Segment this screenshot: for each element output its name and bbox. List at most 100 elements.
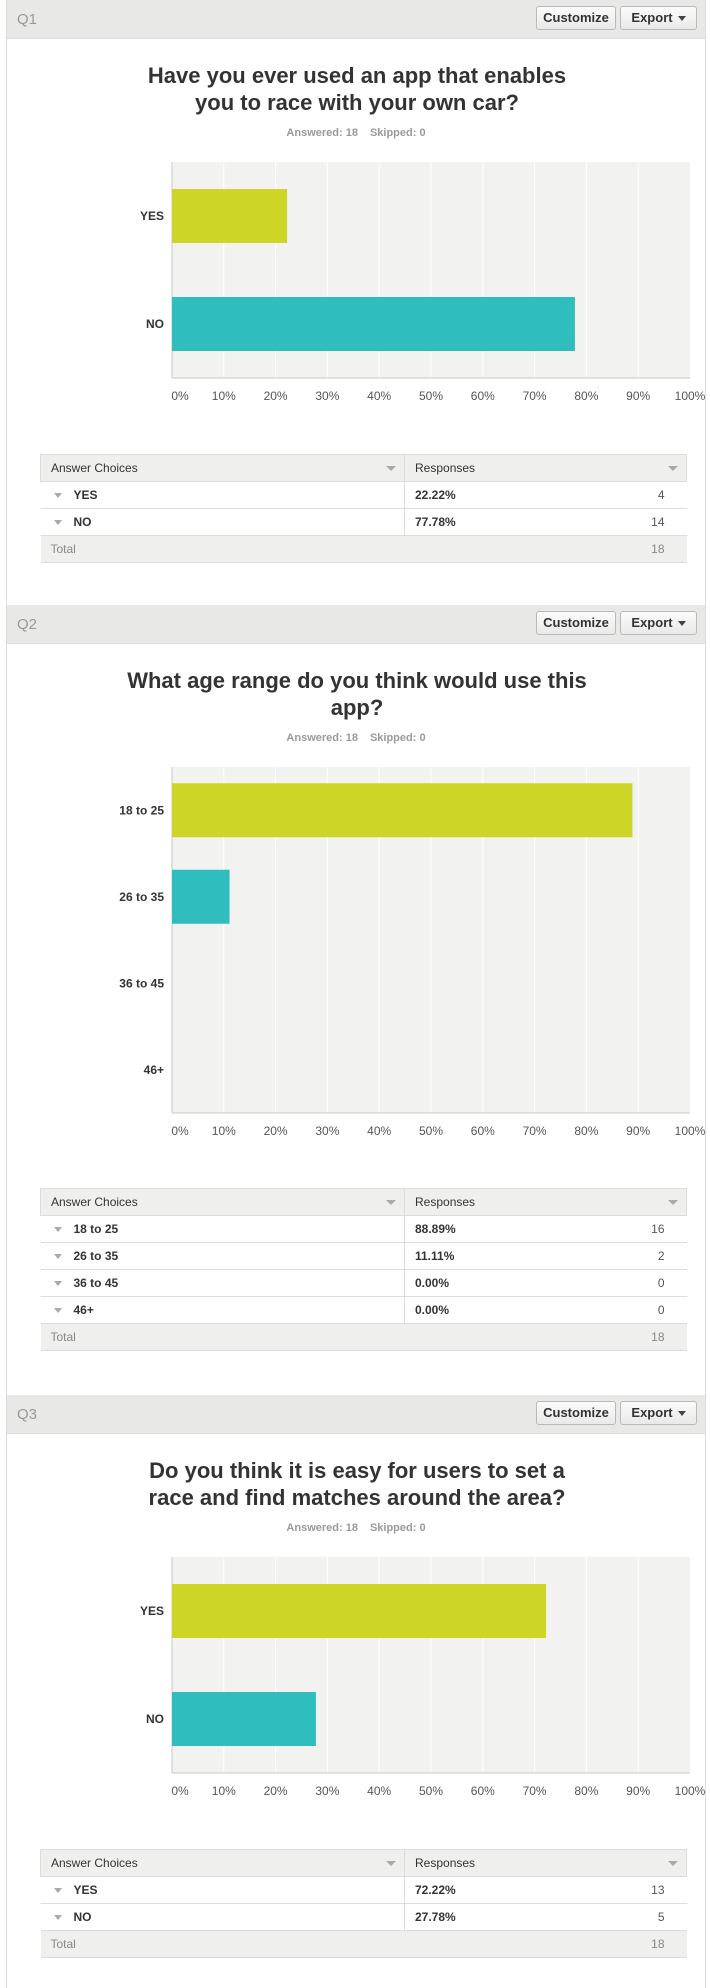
table-row: 36 to 45 0.00% 0 [40,1269,687,1297]
responses-header[interactable]: Responses [404,454,687,482]
question-panel-q2: Q2 Customize Export What age range do yo… [6,605,706,1395]
bar-chart-svg: YES NO 0% 10% 20% 30% 40% 50% 60% 70% 80% 90% 100% [140,162,706,403]
answer-choices-header[interactable]: Answer Choices [40,454,405,482]
total-row: Total 18 [40,1930,687,1958]
table-row: 26 to 35 11.11% 2 [40,1242,687,1270]
expand-row-icon[interactable] [53,493,62,499]
customize-label: Customize [543,615,609,630]
tick-label: 90% [626,1124,650,1138]
export-button[interactable]: Export [620,611,697,635]
chevron-down-icon [677,1411,686,1417]
total-count: 18 [651,542,665,556]
sort-caret-icon [668,466,678,471]
bar-chart: 18 to 25 26 to 35 36 to 45 46+ 0% 10% 20% 30% 40… [102,767,710,1150]
response-count: 14 [651,515,665,529]
total-label: Total [50,1937,76,1951]
question-header: Q3 Customize Export [7,1395,705,1434]
answer-choices-header[interactable]: Answer Choices [40,1188,405,1216]
answered-count: Answered: 18 [286,732,358,744]
export-button[interactable]: Export [620,6,697,30]
tick-label: 80% [574,1124,598,1138]
table-row: YES 72.22% 13 [40,1876,687,1904]
tick-label: 40% [367,389,391,403]
bar [172,297,575,351]
response-percent: 11.11% [415,1249,455,1263]
tick-label: 100% [675,1124,706,1138]
chevron-down-icon [677,16,686,22]
expand-row-icon[interactable] [53,1308,62,1314]
tick-label: 60% [471,1124,495,1138]
bar [172,783,633,838]
sort-caret-icon [386,1200,396,1205]
question-number: Q1 [17,11,38,28]
expand-row-icon[interactable] [53,1254,62,1260]
response-percent: 77.78% [415,515,456,529]
tick-label: 100% [675,389,706,403]
response-percent: 72.22% [415,1883,456,1897]
expand-row-icon[interactable] [53,520,62,526]
expand-row-icon[interactable] [53,1888,62,1894]
customize-button[interactable]: Customize [536,611,616,635]
skipped-count: Skipped: 0 [369,732,426,744]
category-label: 46+ [144,1063,164,1077]
title-line: you to race with your own car? [195,90,519,115]
tick-label: 30% [315,1784,339,1798]
responses-header[interactable]: Responses [404,1188,687,1216]
tick-label: 50% [419,1124,443,1138]
customize-button[interactable]: Customize [536,6,616,30]
total-count: 18 [651,1937,665,1951]
question-header: Q1 Customize Export [7,0,705,39]
category-label: YES [140,209,164,223]
tick-label: 20% [264,1124,288,1138]
category-label: NO [146,1712,164,1726]
expand-row-icon[interactable] [53,1281,62,1287]
title-line: What age range do you think would use th… [127,668,587,693]
expand-row-icon[interactable] [53,1227,62,1233]
customize-label: Customize [543,10,609,25]
category-label: 36 to 45 [119,976,164,990]
choice-label: 36 to 45 [73,1276,119,1290]
choice-label: YES [73,488,98,502]
answered-skipped: Answered: 18 Skipped: 0 [7,1522,705,1534]
tick-label: 100% [675,1784,706,1798]
answered-count: Answered: 18 [286,1522,358,1534]
export-button[interactable]: Export [620,1401,697,1425]
tick-label: 0% [171,1124,189,1138]
customize-button[interactable]: Customize [536,1401,616,1425]
response-count: 0 [657,1276,665,1290]
response-count: 2 [657,1249,665,1263]
tick-label: 30% [315,389,339,403]
question-title: Have you ever used an app that enables y… [107,62,607,116]
response-percent: 88.89% [415,1222,456,1236]
tick-label: 40% [367,1124,391,1138]
answered-count: Answered: 18 [286,127,358,139]
responses-table: Answer Choices Responses YES 22.22% 4 NO … [40,454,687,563]
export-label: Export [631,1405,673,1420]
responses-header[interactable]: Responses [404,1849,687,1877]
sort-caret-icon [668,1861,678,1866]
total-label: Total [50,1330,76,1344]
question-number: Q2 [17,616,38,633]
response-count: 0 [657,1303,665,1317]
tick-label: 70% [523,1784,547,1798]
response-percent: 22.22% [415,488,456,502]
table-row: YES 22.22% 4 [40,481,687,509]
tick-label: 10% [212,1124,236,1138]
answered-skipped: Answered: 18 Skipped: 0 [7,732,705,744]
response-count: 16 [651,1222,665,1236]
question-title: What age range do you think would use th… [107,667,607,721]
tick-label: 80% [574,389,598,403]
bar [172,189,288,243]
title-line: app? [330,695,384,720]
tick-label: 10% [212,1784,236,1798]
answer-choices-header[interactable]: Answer Choices [40,1849,405,1877]
responses-table: Answer Choices Responses 18 to 25 88.89%… [40,1188,687,1351]
expand-row-icon[interactable] [53,1915,62,1921]
question-panel-q1: Q1 Customize Export Have you ever used a… [6,0,706,605]
table-row: NO 77.78% 14 [40,508,687,536]
category-label: NO [146,317,164,331]
response-percent: 0.00% [415,1303,450,1317]
sort-caret-icon [386,1861,396,1866]
choice-label: NO [73,1910,92,1924]
sort-caret-icon [668,1200,678,1205]
